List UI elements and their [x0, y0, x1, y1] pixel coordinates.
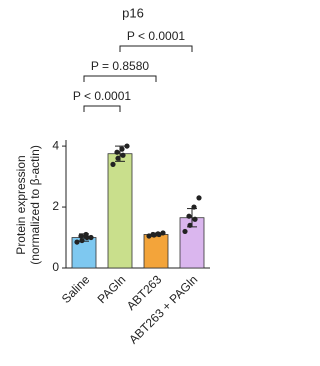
chart: p16 Protein expression (normalized to β-…: [14, 5, 210, 347]
data-point: [150, 231, 156, 238]
y-tick-label: 4: [52, 138, 59, 152]
data-point: [88, 234, 94, 241]
data-point: [79, 237, 85, 244]
p-value: P = 0.8580: [91, 59, 149, 73]
data-point: [110, 161, 116, 167]
data-point: [124, 143, 130, 149]
data-point: [120, 152, 126, 158]
p-value: P < 0.0001: [127, 29, 185, 43]
data-point: [119, 146, 125, 152]
x-tick-label: Saline: [59, 272, 93, 306]
x-tick-label: ABT263 + PAGln: [126, 272, 200, 346]
significance-bracket: [83, 75, 157, 82]
data-point: [115, 155, 121, 161]
data-point: [192, 216, 198, 222]
data-point: [196, 195, 202, 201]
data-point: [160, 230, 166, 236]
y-tick-label: 2: [52, 199, 59, 213]
significance-bracket: [119, 45, 193, 52]
data-point: [191, 204, 197, 210]
y-axis-label: Protein expression (normalized to β-acti…: [14, 145, 42, 265]
data-point: [146, 233, 152, 239]
data-point: [182, 228, 188, 235]
data-point: [155, 231, 161, 237]
bar: [143, 234, 169, 269]
data-point: [186, 213, 192, 219]
data-point: [83, 231, 89, 238]
data-point: [187, 222, 193, 228]
y-label-line: (normalized to β-actin): [28, 145, 42, 265]
significance-bracket: [83, 105, 121, 112]
p-value: P < 0.0001: [73, 89, 131, 103]
data-point: [74, 239, 80, 245]
bar: [107, 153, 133, 269]
data-point: [78, 233, 84, 239]
x-tick-label: PAGln: [95, 272, 129, 306]
data-point: [114, 149, 120, 155]
chart-title: p16: [122, 5, 144, 20]
y-tick-label: 0: [52, 260, 59, 274]
y-label-line: Protein expression: [14, 155, 28, 254]
